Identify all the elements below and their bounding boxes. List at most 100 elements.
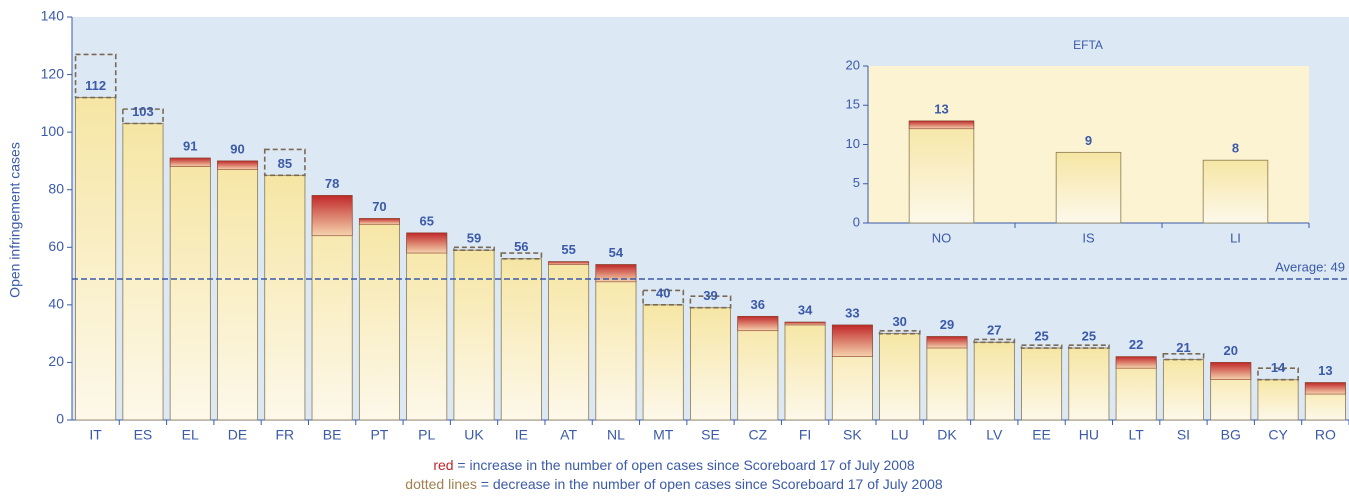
- bar: [500, 258, 542, 421]
- decrease-outline: [1257, 367, 1299, 381]
- x-tick-label: FI: [799, 427, 811, 443]
- increase-segment: [311, 195, 353, 237]
- increase-segment: [169, 157, 211, 167]
- x-tick-label: SI: [1177, 427, 1190, 443]
- value-label: 65: [419, 213, 433, 228]
- value-label: 25: [1034, 328, 1048, 343]
- bar: [169, 157, 211, 421]
- x-tick-label: IE: [515, 427, 528, 443]
- y-tick-label: 0: [56, 411, 64, 427]
- x-tick-label: FR: [275, 427, 294, 443]
- bar: [264, 174, 306, 421]
- increase-segment: [784, 321, 826, 326]
- x-tick-label: ES: [134, 427, 153, 443]
- y-tick-label: 10: [846, 136, 860, 151]
- x-tick-label: PL: [418, 427, 435, 443]
- increase-segment: [217, 160, 258, 170]
- increase-segment: [1304, 382, 1346, 395]
- bar: [737, 315, 779, 421]
- increase-segment: [737, 316, 779, 332]
- x-tick-label: NL: [607, 427, 625, 443]
- x-tick-label: LT: [1129, 427, 1145, 443]
- note-1: red = increase in the number of open cas…: [433, 457, 915, 473]
- value-label: 8: [1232, 141, 1239, 156]
- decrease-outline: [122, 108, 164, 125]
- x-tick-label: UK: [464, 427, 484, 443]
- x-tick-label: MT: [653, 427, 674, 443]
- x-tick-label: HU: [1079, 427, 1099, 443]
- bar: [642, 304, 684, 421]
- value-label: 40: [656, 285, 670, 300]
- bar: [1257, 379, 1299, 421]
- bar: [1021, 347, 1063, 421]
- increase-segment: [359, 218, 400, 225]
- x-tick-label: RO: [1315, 427, 1336, 443]
- decrease-outline: [1162, 352, 1205, 361]
- y-tick-label: 80: [48, 180, 64, 196]
- decrease-outline: [642, 289, 685, 306]
- bar: [784, 321, 826, 421]
- x-tick-label: IS: [1082, 230, 1095, 245]
- decrease-outline: [1067, 344, 1110, 349]
- decrease-outline: [500, 252, 543, 260]
- note-2: dotted lines = decrease in the number of…: [405, 476, 943, 492]
- note-text: = decrease in the number of open cases s…: [477, 476, 943, 492]
- x-tick-label: EE: [1032, 427, 1051, 443]
- bar: [453, 249, 495, 421]
- bar: [1202, 159, 1269, 224]
- x-tick-label: SK: [843, 427, 862, 443]
- value-label: 91: [183, 138, 197, 153]
- bar: [217, 160, 259, 421]
- note-text: = increase in the number of open cases s…: [454, 457, 915, 473]
- inset-title: EFTA: [1073, 38, 1103, 52]
- increase-segment: [548, 261, 590, 265]
- y-tick-label: 5: [853, 175, 860, 190]
- bar: [595, 264, 637, 421]
- note-key: dotted lines: [405, 476, 477, 492]
- value-label: 27: [987, 323, 1001, 338]
- decrease-outline: [973, 338, 1016, 344]
- increase-segment: [1115, 356, 1157, 369]
- x-tick-label: SE: [701, 427, 720, 443]
- increase-segment: [406, 232, 448, 254]
- bar: [879, 333, 921, 421]
- x-tick-label: EL: [182, 427, 199, 443]
- bar: [908, 120, 975, 224]
- decrease-outline: [689, 295, 732, 309]
- value-label: 103: [132, 104, 154, 119]
- bar: [1068, 347, 1110, 421]
- x-tick-label: CZ: [748, 427, 767, 443]
- value-label: 21: [1176, 340, 1190, 355]
- x-tick-label: NO: [932, 230, 952, 245]
- value-label: 29: [940, 317, 954, 332]
- bar: [926, 336, 968, 421]
- x-tick-label: BE: [323, 427, 342, 443]
- x-tick-label: LV: [986, 427, 1003, 443]
- y-tick-label: 140: [41, 8, 65, 24]
- bar: [1055, 151, 1122, 224]
- value-label: 39: [703, 288, 717, 303]
- bar: [122, 123, 164, 421]
- increase-segment: [926, 336, 968, 349]
- value-label: 34: [798, 303, 813, 318]
- y-tick-label: 40: [48, 296, 64, 312]
- value-label: 59: [467, 231, 481, 246]
- bar: [406, 232, 448, 421]
- x-tick-label: PT: [370, 427, 388, 443]
- y-tick-label: 20: [48, 353, 64, 369]
- value-label: 112: [85, 78, 106, 93]
- value-label: 54: [609, 245, 624, 260]
- value-label: 13: [934, 101, 948, 116]
- x-tick-label: BG: [1221, 427, 1241, 443]
- bar: [548, 261, 590, 421]
- bar: [689, 307, 732, 421]
- value-label: 36: [751, 297, 765, 312]
- y-tick-label: 100: [41, 123, 65, 139]
- y-tick-label: 0: [853, 214, 860, 229]
- x-tick-label: DK: [937, 427, 957, 443]
- y-tick-label: 60: [48, 238, 64, 254]
- value-label: 13: [1318, 363, 1332, 378]
- increase-segment: [831, 324, 873, 357]
- value-label: 90: [230, 141, 244, 156]
- value-label: 25: [1082, 328, 1096, 343]
